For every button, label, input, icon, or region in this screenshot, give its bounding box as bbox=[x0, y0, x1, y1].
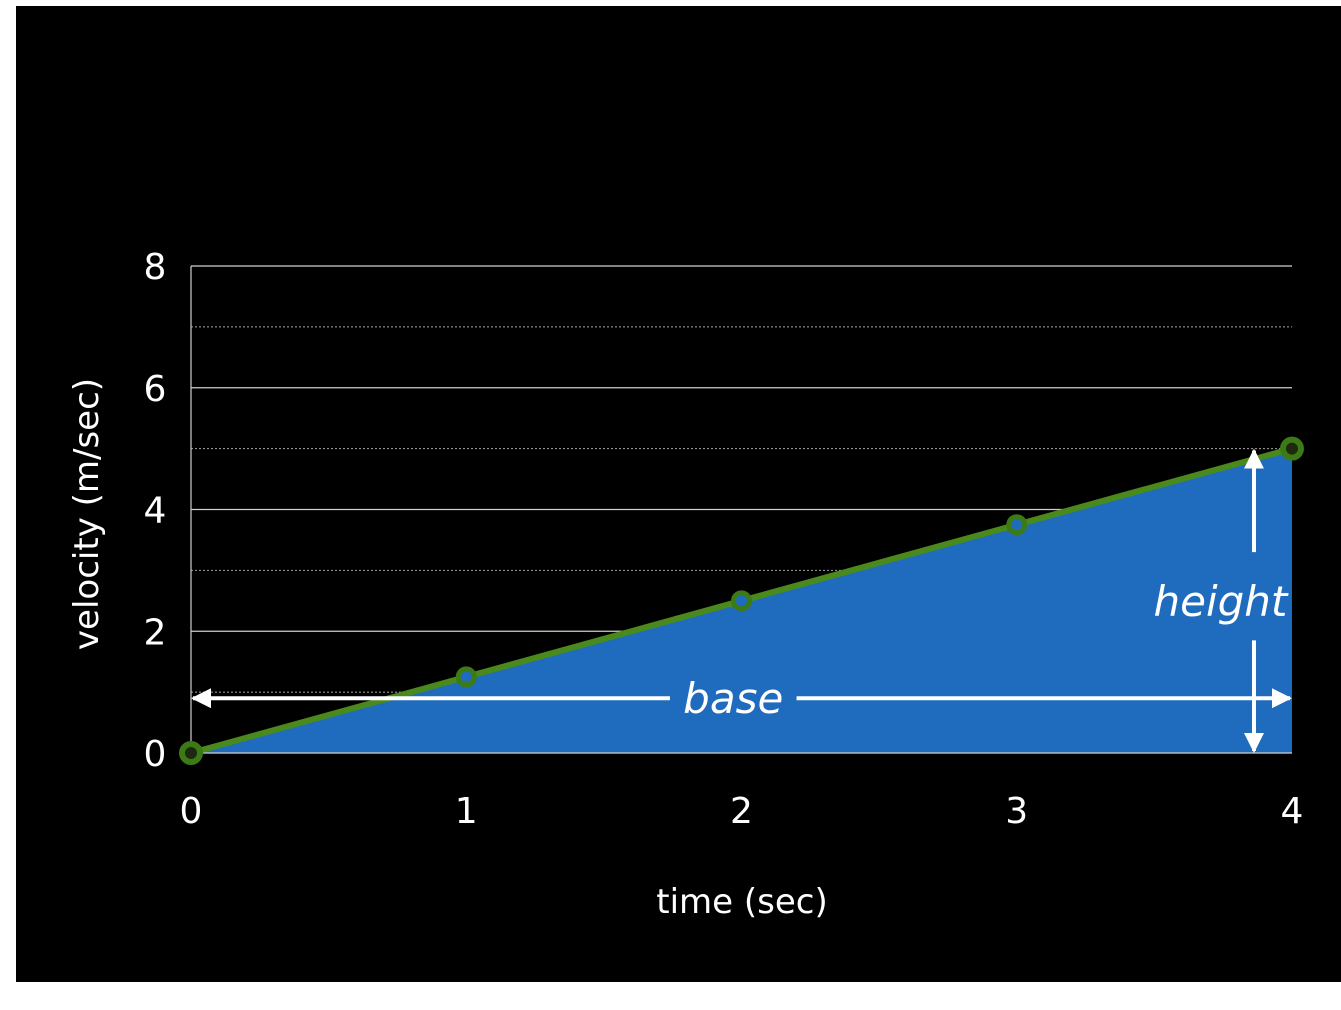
x-axis-title: time (sec) bbox=[656, 882, 827, 922]
base-label-box bbox=[672, 666, 797, 731]
slide-background: 0 2 4 6 8 0 1 2 3 4 height base time (sec) veloci… bbox=[16, 6, 1341, 982]
data-point-3 bbox=[1006, 514, 1028, 536]
y-tick-label-6: 6 bbox=[144, 369, 167, 410]
y-tick-label-2: 2 bbox=[144, 612, 167, 653]
base-annotation: base bbox=[191, 666, 1292, 731]
x-tick-label-3: 3 bbox=[1005, 791, 1028, 832]
y-tick-label-0: 0 bbox=[144, 734, 167, 775]
data-point-2 bbox=[731, 590, 752, 612]
y-axis-title: velocity (m/sec) bbox=[67, 378, 107, 650]
velocity-time-chart: 0 2 4 6 8 0 1 2 3 4 height base time (sec) veloci… bbox=[67, 247, 1304, 922]
x-tick-label-1: 1 bbox=[455, 791, 478, 832]
height-label-box bbox=[1135, 558, 1292, 638]
series-line-group bbox=[179, 436, 1304, 765]
x-tick-label-4: 4 bbox=[1281, 791, 1304, 832]
data-point-0 bbox=[179, 741, 203, 765]
axes: 0 2 4 6 8 0 1 2 3 4 bbox=[144, 247, 1304, 832]
annotations: height base bbox=[191, 448, 1292, 753]
height-label: height bbox=[1153, 577, 1288, 626]
x-tick-label-2: 2 bbox=[730, 791, 753, 832]
data-point-1 bbox=[455, 666, 477, 688]
height-annotation: height bbox=[1135, 448, 1292, 753]
y-tick-label-8: 8 bbox=[144, 247, 167, 288]
y-tick-label-4: 4 bbox=[144, 491, 167, 532]
base-label: base bbox=[683, 674, 783, 723]
x-tick-label-0: 0 bbox=[180, 791, 203, 832]
data-point-4 bbox=[1280, 436, 1304, 461]
